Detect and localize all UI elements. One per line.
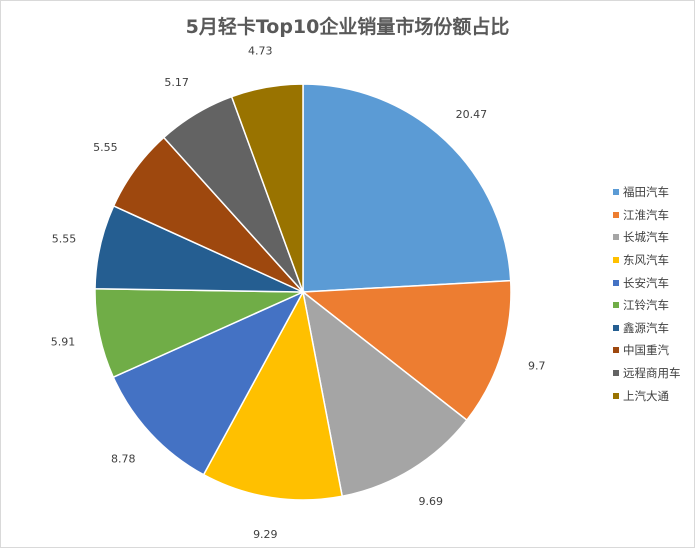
pie-slice [202, 289, 344, 501]
data-label: 8.78 [111, 453, 136, 466]
pie-slice [230, 83, 304, 293]
legend-item: 长安汽车 [613, 271, 695, 294]
legend-swatch [613, 234, 619, 241]
legend-item: 远程商用车 [613, 362, 695, 385]
data-label: 5.55 [93, 141, 118, 154]
legend-label: 上汽大通 [623, 388, 669, 403]
legend-swatch [613, 302, 619, 309]
pie-slice [300, 279, 512, 422]
data-label: 4.73 [248, 45, 273, 58]
legend-label: 中国重汽 [623, 343, 669, 358]
data-label: 20.47 [456, 108, 488, 121]
pie-slice [112, 290, 305, 476]
legend-item: 上汽大通 [613, 384, 695, 407]
pie-slice [302, 83, 512, 293]
data-label: 9.29 [253, 528, 278, 541]
legend-item: 福田汽车 [613, 181, 695, 204]
legend-swatch [613, 189, 619, 196]
legend-label: 远程商用车 [623, 366, 681, 381]
legend-label: 鑫源汽车 [623, 320, 669, 335]
data-label: 5.55 [52, 232, 77, 245]
legend-item: 中国重汽 [613, 339, 695, 362]
legend-item: 江铃汽车 [613, 294, 695, 317]
data-label: 5.17 [164, 76, 189, 89]
legend-swatch [613, 370, 619, 377]
legend-label: 江铃汽车 [623, 298, 669, 313]
data-label: 5.91 [51, 335, 76, 348]
pie-slice [301, 290, 468, 498]
legend-swatch [613, 257, 619, 264]
legend-item: 长城汽车 [613, 226, 695, 249]
chart-title: 5月轻卡Top10企业销量市场份额占比 [185, 16, 510, 38]
legend-label: 江淮汽车 [623, 207, 669, 222]
legend-item: 鑫源汽车 [613, 317, 695, 340]
data-label: 9.7 [528, 359, 546, 372]
legend-swatch [613, 392, 619, 399]
legend-item: 东风汽车 [613, 249, 695, 272]
legend-label: 东风汽车 [623, 253, 669, 268]
legend-swatch [613, 324, 619, 331]
data-label: 9.69 [418, 495, 443, 508]
legend-label: 长城汽车 [623, 230, 669, 245]
legend-label: 福田汽车 [623, 185, 669, 200]
legend-swatch [613, 279, 619, 286]
legend-item: 江淮汽车 [613, 204, 695, 227]
legend-label: 长安汽车 [623, 275, 669, 290]
chart-legend: 福田汽车江淮汽车长城汽车东风汽车长安汽车江铃汽车鑫源汽车中国重汽远程商用车上汽大… [613, 181, 695, 407]
legend-swatch [613, 347, 619, 354]
legend-swatch [613, 211, 619, 218]
